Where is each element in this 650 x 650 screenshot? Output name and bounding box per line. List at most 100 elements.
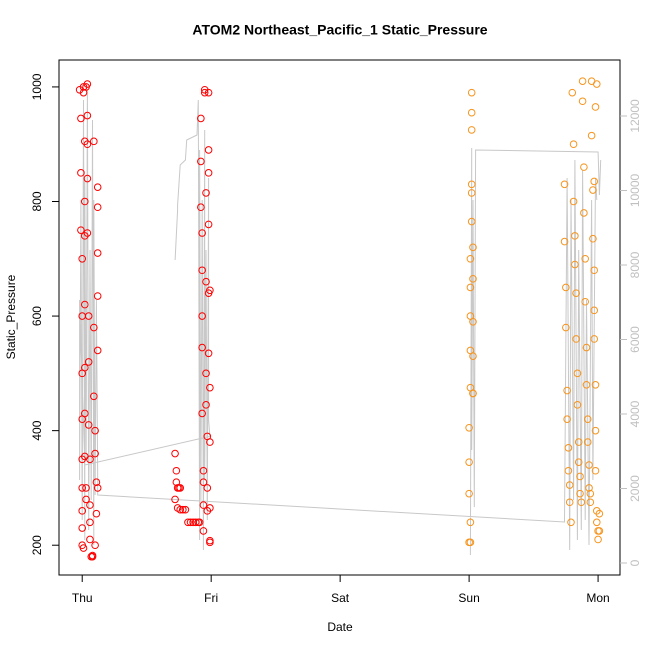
point xyxy=(563,386,571,395)
point xyxy=(83,111,92,120)
point xyxy=(199,478,208,486)
y2-tick-label: 4000 xyxy=(628,400,642,427)
point xyxy=(581,254,589,263)
point xyxy=(91,541,99,550)
point xyxy=(202,401,210,409)
point xyxy=(181,505,190,514)
point xyxy=(585,484,593,492)
point xyxy=(469,389,477,398)
point xyxy=(562,323,570,332)
y2-tick-label: 6000 xyxy=(628,326,642,353)
point xyxy=(93,203,102,212)
point xyxy=(469,317,477,326)
point xyxy=(91,449,99,458)
point xyxy=(564,466,573,475)
point xyxy=(467,217,476,226)
point xyxy=(199,527,208,535)
point xyxy=(580,163,588,171)
point xyxy=(93,292,102,300)
point xyxy=(571,260,579,269)
point xyxy=(571,232,579,240)
point xyxy=(78,254,87,263)
point xyxy=(466,254,475,263)
point xyxy=(195,518,204,527)
y-tick-label: 800 xyxy=(30,191,44,211)
point xyxy=(590,306,599,315)
point xyxy=(86,501,94,509)
point xyxy=(191,518,200,527)
point xyxy=(589,234,597,243)
point xyxy=(569,197,578,206)
point xyxy=(595,509,604,518)
point xyxy=(560,237,569,246)
y-tick-label: 200 xyxy=(30,535,44,555)
point xyxy=(589,186,597,194)
point xyxy=(206,504,214,512)
point xyxy=(78,484,87,492)
x-tick-label: Fri xyxy=(204,591,218,605)
y2-tick-label: 8000 xyxy=(628,251,642,278)
point xyxy=(594,535,602,544)
point xyxy=(93,484,102,492)
point xyxy=(467,180,476,189)
point xyxy=(171,495,179,504)
point xyxy=(186,518,195,527)
point xyxy=(574,438,583,446)
x-tick-label: Sat xyxy=(331,591,350,605)
point xyxy=(467,126,476,134)
point xyxy=(469,243,477,252)
x-axis-label: Date xyxy=(327,620,353,634)
point xyxy=(572,289,580,297)
point xyxy=(564,444,573,452)
point xyxy=(80,363,89,372)
y2-tick-label: 12000 xyxy=(628,99,642,133)
point xyxy=(78,524,87,532)
point xyxy=(80,409,89,418)
point xyxy=(572,335,580,343)
point xyxy=(563,415,571,423)
point xyxy=(580,209,588,217)
point xyxy=(198,343,206,352)
point xyxy=(80,300,89,309)
point xyxy=(204,169,213,177)
point xyxy=(83,80,92,88)
point xyxy=(90,323,98,332)
point xyxy=(585,461,593,469)
point xyxy=(198,266,206,275)
point xyxy=(565,498,574,507)
point xyxy=(79,544,88,552)
point xyxy=(86,518,94,527)
point xyxy=(591,426,600,435)
point xyxy=(591,103,600,111)
point xyxy=(467,108,476,117)
y-tick-label: 1000 xyxy=(30,73,44,100)
point xyxy=(83,140,92,149)
point xyxy=(576,489,584,498)
point xyxy=(206,383,214,392)
point xyxy=(595,527,604,535)
point xyxy=(560,180,569,189)
point xyxy=(574,458,583,466)
point xyxy=(77,114,85,123)
point xyxy=(581,297,589,306)
point xyxy=(469,275,477,283)
point xyxy=(465,423,473,432)
point xyxy=(465,458,473,466)
series-line xyxy=(79,89,602,556)
point xyxy=(206,286,214,295)
point xyxy=(206,438,214,446)
point xyxy=(562,283,570,292)
point xyxy=(583,415,592,423)
point xyxy=(184,518,192,527)
point xyxy=(82,484,90,492)
chart-title: ATOM2 Northeast_Pacific_1 Static_Pressur… xyxy=(192,22,487,38)
point xyxy=(84,312,93,320)
y2-tick-label: 10000 xyxy=(628,173,642,207)
point xyxy=(204,88,213,97)
point xyxy=(77,169,85,177)
point xyxy=(199,466,208,475)
point xyxy=(172,466,181,475)
point xyxy=(576,472,584,481)
point xyxy=(84,421,93,429)
point xyxy=(592,80,601,88)
